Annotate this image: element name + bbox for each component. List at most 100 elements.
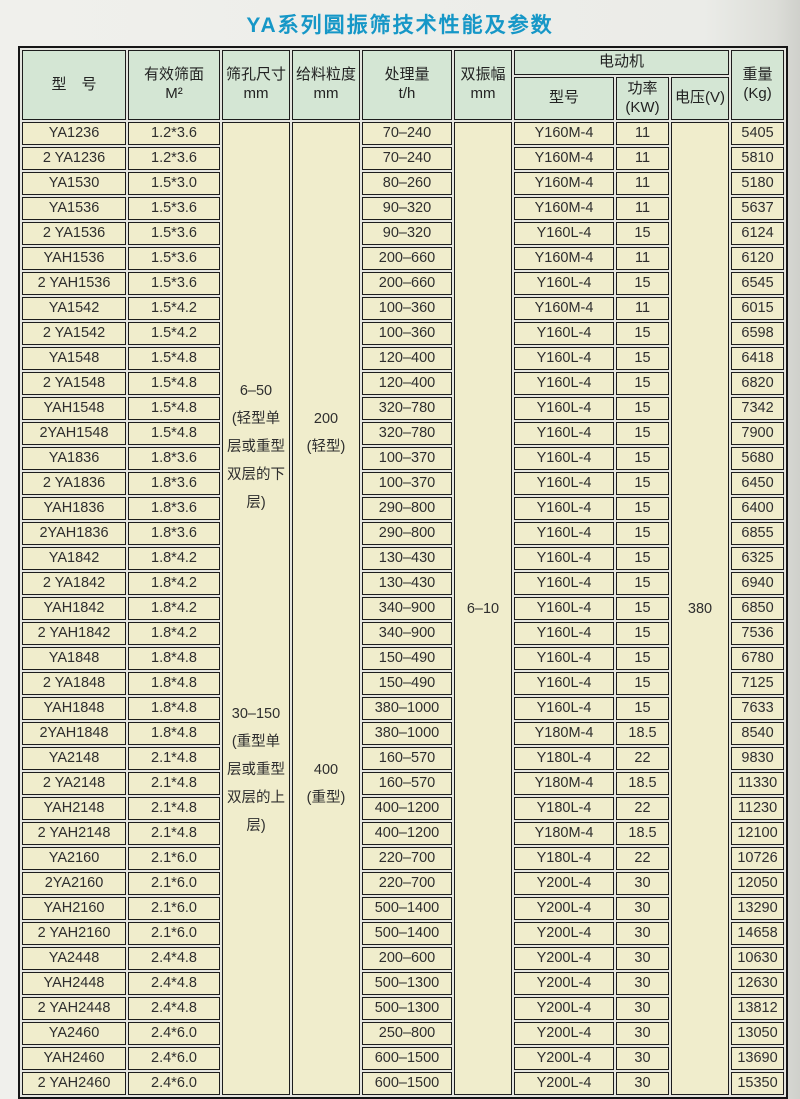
cell-power: 15 [616,647,669,671]
cell-capacity: 80–260 [362,172,452,196]
cell-weight: 13290 [731,897,785,921]
cell-area: 1.2*3.6 [128,147,220,171]
cell-model: YAH2448 [22,972,126,996]
cell-capacity: 500–1300 [362,997,452,1021]
cell-power: 30 [616,897,669,921]
cell-capacity: 400–1200 [362,822,452,846]
cell-model: 2 YA1836 [22,472,126,496]
cell-model: YA1236 [22,122,126,146]
cell-model: 2 YA1542 [22,322,126,346]
cell-motor-model: Y180M-4 [514,722,614,746]
cell-capacity: 200–600 [362,947,452,971]
cell-capacity: 290–800 [362,522,452,546]
cell-model: 2YA2160 [22,872,126,896]
cell-area: 2.4*6.0 [128,1047,220,1071]
cell-weight: 5810 [731,147,785,171]
cell-power: 15 [616,597,669,621]
table-row: YA2160 2.1*6.0 220–700 Y180L-4 22 10726 [22,847,785,871]
cell-area: 1.8*3.6 [128,497,220,521]
cell-weight: 6850 [731,597,785,621]
cell-capacity: 500–1400 [362,897,452,921]
cell-power: 15 [616,497,669,521]
table-row: YAH1848 1.8*4.8 380–1000 Y160L-4 15 7633 [22,697,785,721]
table-row: 2 YA1236 1.2*3.6 70–240 Y160M-4 11 5810 [22,147,785,171]
cell-model: YA2148 [22,747,126,771]
table-row: 2YAH1548 1.5*4.8 320–780 Y160L-4 15 7900 [22,422,785,446]
cell-area: 2.4*6.0 [128,1022,220,1046]
cell-motor-model: Y160L-4 [514,672,614,696]
cell-model: 2 YA1536 [22,222,126,246]
cell-area: 2.1*4.8 [128,797,220,821]
cell-power: 11 [616,197,669,221]
cell-area: 2.1*6.0 [128,922,220,946]
cell-motor-model: Y160L-4 [514,522,614,546]
table-row: YAH1842 1.8*4.2 340–900 Y160L-4 15 6850 [22,597,785,621]
cell-area: 1.8*4.2 [128,572,220,596]
cell-model: YA1836 [22,447,126,471]
cell-motor-model: Y160M-4 [514,297,614,321]
cell-weight: 5637 [731,197,785,221]
cell-motor-model: Y160L-4 [514,447,614,471]
table-row: 2 YAH2148 2.1*4.8 400–1200 Y180M-4 18.5 12100 [22,822,785,846]
cell-model: 2 YA1548 [22,372,126,396]
cell-motor-model: Y160M-4 [514,122,614,146]
table-row: YAH1536 1.5*3.6 200–660 Y160M-4 11 6120 [22,247,785,271]
cell-power: 15 [616,322,669,346]
cell-weight: 7342 [731,397,785,421]
cell-power: 30 [616,997,669,1021]
cell-area: 1.5*3.6 [128,272,220,296]
cell-motor-model: Y200L-4 [514,897,614,921]
cell-model: YA1542 [22,297,126,321]
cell-weight: 13690 [731,1047,785,1071]
cell-area: 2.1*6.0 [128,847,220,871]
cell-power: 15 [616,222,669,246]
table-row: YA2148 2.1*4.8 160–570 Y180L-4 22 9830 [22,747,785,771]
cell-area: 1.8*4.8 [128,722,220,746]
cell-power: 15 [616,672,669,696]
cell-weight: 6400 [731,497,785,521]
cell-capacity: 130–430 [362,572,452,596]
cell-motor-model: Y180L-4 [514,747,614,771]
cell-capacity: 320–780 [362,397,452,421]
cell-model: YA1848 [22,647,126,671]
cell-area: 1.5*3.6 [128,247,220,271]
page-title: YA系列圆振筛技术性能及参数 [246,14,554,37]
table-row: YAH2148 2.1*4.8 400–1200 Y180L-4 22 11230 [22,797,785,821]
cell-capacity: 160–570 [362,772,452,796]
cell-power: 11 [616,297,669,321]
cell-weight: 6598 [731,322,785,346]
cell-capacity: 600–1500 [362,1047,452,1071]
table-row: 2 YA1536 1.5*3.6 90–320 Y160L-4 15 6124 [22,222,785,246]
cell-area: 1.8*4.2 [128,597,220,621]
cell-capacity: 380–1000 [362,697,452,721]
cell-area: 1.8*4.8 [128,672,220,696]
cell-power: 30 [616,947,669,971]
cell-capacity: 100–360 [362,297,452,321]
header-motor-power: 功率 (KW) [616,76,669,121]
cell-area: 1.5*4.8 [128,372,220,396]
cell-area: 2.4*4.8 [128,972,220,996]
table-row: YA1536 1.5*3.6 90–320 Y160M-4 11 5637 [22,197,785,221]
header-sieve-hole: 筛孔尺寸 mm [222,50,290,121]
cell-weight: 6418 [731,347,785,371]
cell-model: YAH2148 [22,797,126,821]
cell-motor-model: Y160L-4 [514,497,614,521]
table-row: YA1848 1.8*4.8 150–490 Y160L-4 15 6780 [22,647,785,671]
cell-motor-model: Y160L-4 [514,622,614,646]
table-row: 2 YAH2460 2.4*6.0 600–1500 Y200L-4 30 15350 [22,1072,785,1096]
header-motor-model: 型号 [514,76,614,121]
cell-motor-model: Y160L-4 [514,472,614,496]
spec-table: 型 号 有效筛面 M² 筛孔尺寸 mm 给料粒度 mm 处理量 t/h 双振幅 … [18,46,789,1099]
cell-area: 2.1*6.0 [128,872,220,896]
cell-capacity: 220–700 [362,847,452,871]
table-row: YA1842 1.8*4.2 130–430 Y160L-4 15 6325 [22,547,785,571]
cell-model: YA1548 [22,347,126,371]
table-row: 2 YA2148 2.1*4.8 160–570 Y180M-4 18.5 11330 [22,772,785,796]
cell-model: 2 YAH2160 [22,922,126,946]
sieve-hole-heavy-note: 30–150 (重型单 层或重型 双层的上 层) [227,706,285,835]
cell-model: YAH1836 [22,497,126,521]
cell-power: 15 [616,372,669,396]
cell-capacity: 90–320 [362,222,452,246]
cell-weight: 6450 [731,472,785,496]
cell-power: 18.5 [616,822,669,846]
